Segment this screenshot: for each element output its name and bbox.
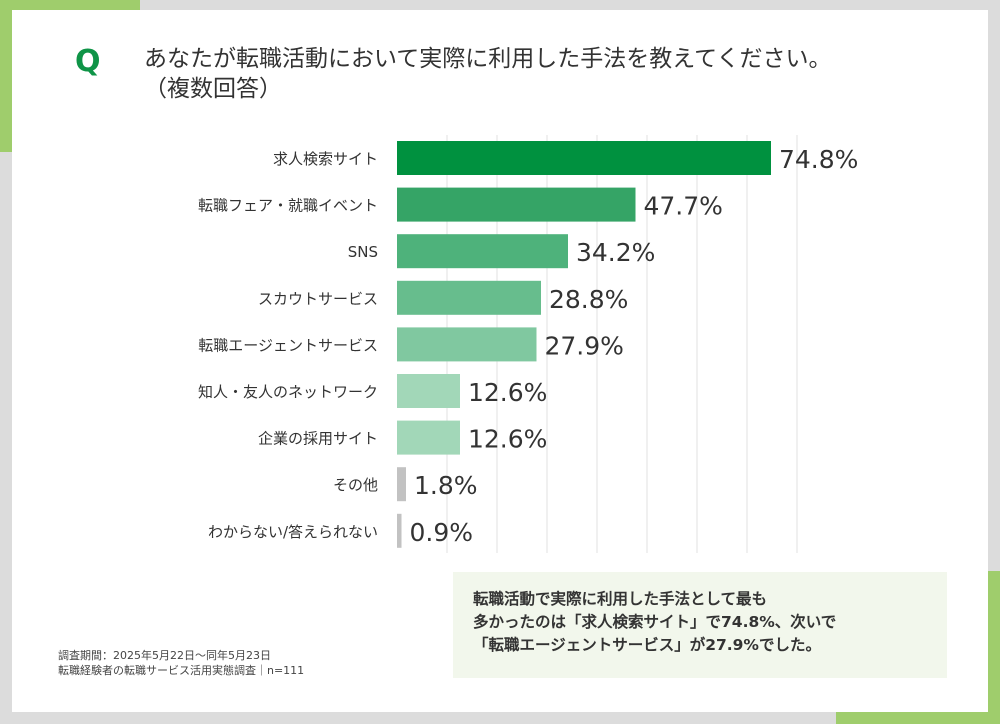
- data-label: 74.8%: [779, 145, 858, 174]
- data-label: 1.8%: [414, 471, 478, 500]
- category-label: その他: [333, 476, 378, 494]
- summary-line2: 多かったのは「求人検索サイト」で74.8%、次いで: [473, 613, 837, 631]
- bar: [397, 513, 402, 548]
- data-label: 0.9%: [410, 518, 474, 547]
- category-label: 転職エージェントサービス: [198, 336, 378, 354]
- corner-accent-bottom: [836, 712, 1000, 724]
- category-label: わからない/答えられない: [208, 523, 378, 541]
- question-title: あなたが転職活動において実際に利用した手法を教えてください。 （複数回答）: [144, 44, 831, 104]
- bar: [397, 420, 460, 455]
- data-label: 12.6%: [468, 378, 547, 407]
- data-label: 27.9%: [545, 331, 624, 360]
- data-label: 47.7%: [644, 192, 723, 221]
- bar: [397, 141, 771, 175]
- bar: [397, 280, 541, 315]
- footnote-period: 調査期間：2025年5月22日～同年5月23日: [58, 649, 271, 662]
- footnote-survey: 転職経験者の転職サービス活用実態調査｜n=111: [58, 664, 305, 677]
- footnote: 調査期間：2025年5月22日～同年5月23日 転職経験者の転職サービス活用実態…: [58, 648, 304, 678]
- corner-accent-right: [988, 571, 1000, 724]
- summary-line3: 「転職エージェントサービス」が27.9%でした。: [473, 636, 821, 654]
- bar: [397, 327, 537, 362]
- summary-box: 転職活動で実際に利用した手法として最も 多かったのは「求人検索サイト」で74.8…: [453, 572, 947, 678]
- category-label: 知人・友人のネットワーク: [198, 383, 378, 401]
- category-label: スカウトサービス: [258, 290, 378, 308]
- bar: [397, 467, 406, 502]
- bar: [397, 187, 636, 222]
- question-line1: あなたが転職活動において実際に利用した手法を教えてください。: [144, 46, 832, 72]
- data-label: 28.8%: [549, 285, 628, 314]
- bar: [397, 234, 568, 269]
- data-label: 12.6%: [468, 425, 547, 454]
- data-label: 34.2%: [576, 238, 655, 267]
- summary-line1: 転職活動で実際に利用した手法として最も: [473, 590, 768, 608]
- corner-accent-top: [0, 0, 140, 12]
- category-label: 求人検索サイト: [273, 150, 378, 168]
- question-line2: （複数回答）: [144, 76, 282, 102]
- corner-accent-left: [0, 0, 12, 152]
- bar: [397, 374, 460, 408]
- category-label: SNS: [348, 243, 378, 261]
- category-label: 企業の採用サイト: [258, 430, 378, 448]
- question-marker: Q: [75, 44, 101, 79]
- category-label: 転職フェア・就職イベント: [198, 197, 378, 215]
